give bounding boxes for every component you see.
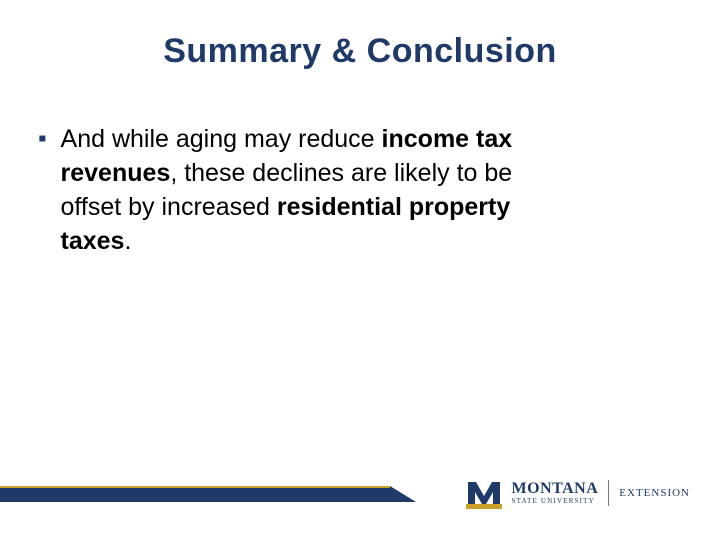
logo-subtext: STATE UNIVERSITY [512, 498, 599, 505]
logo-text: MONTANA STATE UNIVERSITY [512, 481, 599, 505]
bullet-bold-1: income tax [382, 125, 513, 153]
bullet-text: And while aging may reduce income tax re… [61, 122, 513, 258]
bullet-bold-2: revenues [61, 159, 171, 187]
logo-m-icon [466, 476, 502, 510]
bullet-marker-icon: ▪ [38, 122, 47, 156]
bullet-seg-3: offset by increased [61, 193, 277, 221]
logo-block: MONTANA STATE UNIVERSITY EXTENSION [452, 476, 690, 510]
bullet-seg-4: . [124, 227, 131, 255]
bullet-seg-1: And while aging may reduce [61, 125, 382, 153]
logo-extension: EXTENSION [619, 487, 690, 499]
slide: Summary & Conclusion ▪ And while aging m… [0, 0, 720, 540]
footer-band [0, 486, 390, 502]
footer-navy-stripe [0, 488, 390, 502]
bullet-bold-4: taxes [61, 227, 125, 255]
logo-divider [608, 480, 609, 506]
body-text-block: ▪ And while aging may reduce income tax … [38, 122, 660, 258]
footer-taper [390, 486, 416, 502]
bullet-seg-2: , these declines are likely to be [170, 159, 512, 187]
bullet-item: ▪ And while aging may reduce income tax … [38, 122, 660, 258]
logo-montana: MONTANA [512, 481, 599, 497]
slide-title: Summary & Conclusion [0, 32, 720, 71]
bullet-bold-3: residential property [277, 193, 510, 221]
